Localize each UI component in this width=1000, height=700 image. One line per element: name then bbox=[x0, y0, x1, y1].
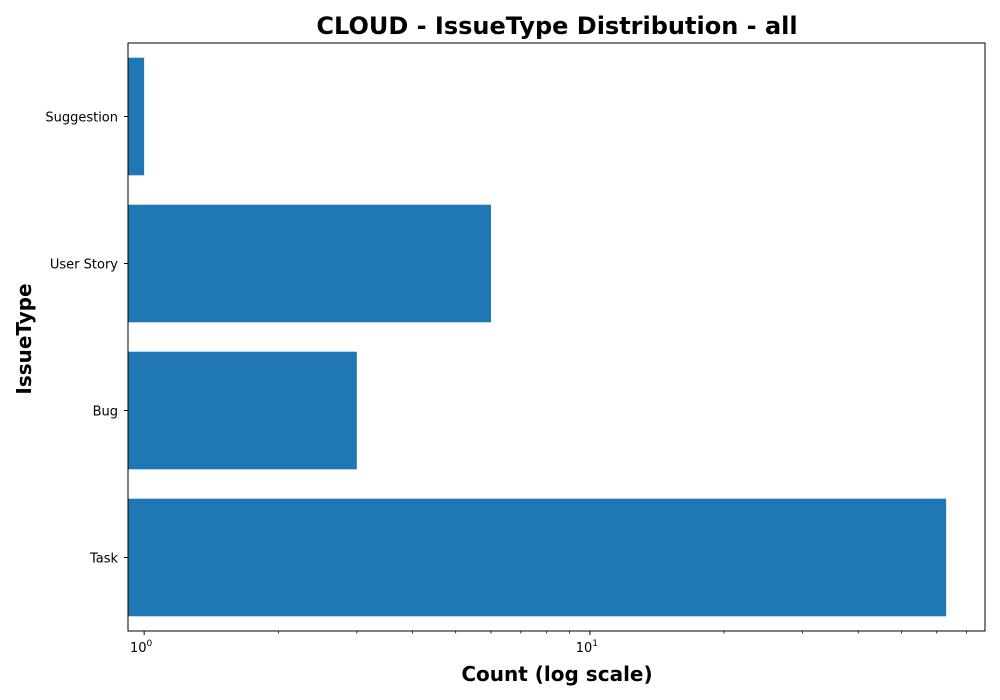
y-tick-label-user-story: User Story bbox=[50, 258, 118, 273]
y-tick-label-bug: Bug bbox=[93, 405, 118, 420]
bar-bug bbox=[128, 351, 357, 470]
y-tick-label-task: Task bbox=[89, 552, 119, 567]
plot-area: 100 101 Task Bug User Story Suggestion bbox=[45, 42, 986, 656]
y-axis-label: IssueType bbox=[12, 283, 36, 394]
chart-title: CLOUD - IssueType Distribution - all bbox=[316, 12, 797, 40]
bars-group bbox=[128, 57, 947, 617]
x-axis-label: Count (log scale) bbox=[461, 662, 652, 686]
y-tick-label-suggestion: Suggestion bbox=[45, 111, 118, 126]
bar-user-story bbox=[128, 204, 491, 323]
plot-frame bbox=[127, 42, 986, 632]
x-tick-label: 101 bbox=[576, 639, 598, 656]
y-axis-ticks: Task Bug User Story Suggestion bbox=[45, 111, 128, 567]
bar-suggestion bbox=[128, 57, 145, 176]
x-tick-label: 100 bbox=[130, 639, 153, 656]
bar-task bbox=[128, 498, 947, 617]
